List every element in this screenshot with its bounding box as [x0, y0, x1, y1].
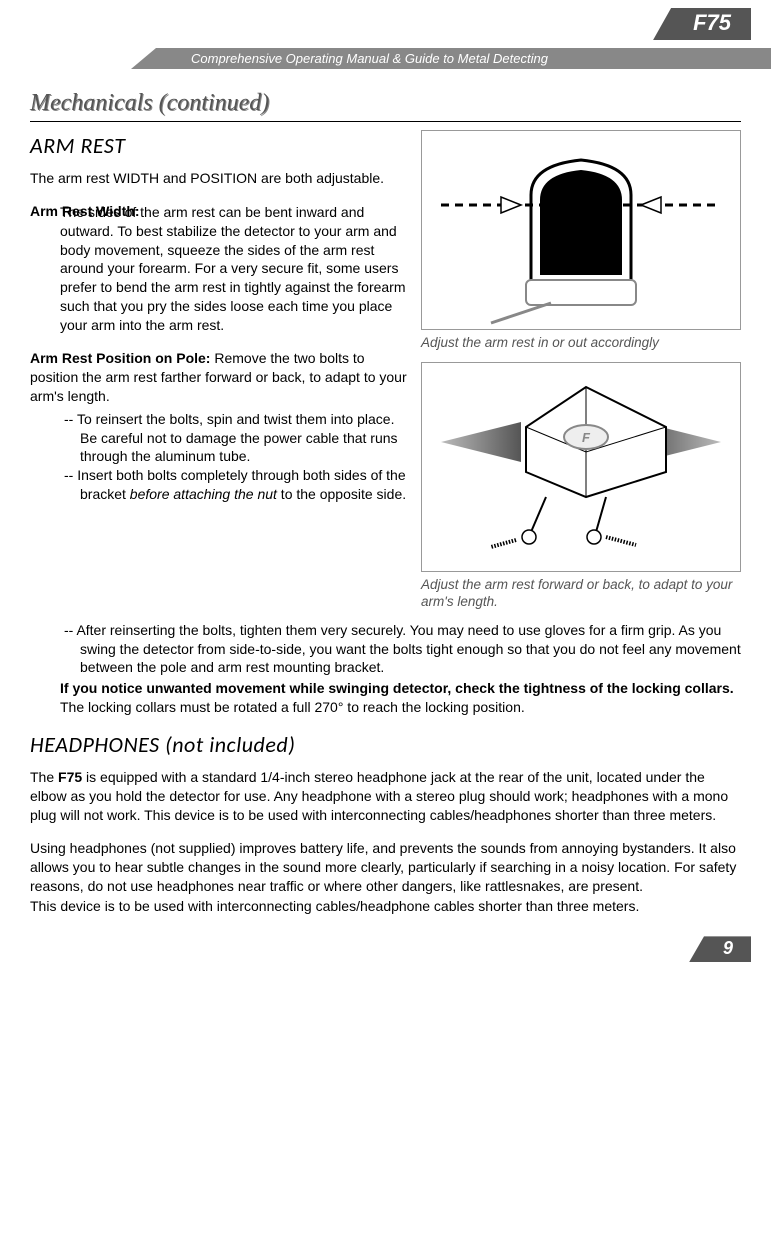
arm-rest-position-diagram-icon: F	[431, 367, 731, 567]
figure-1-caption: Adjust the arm rest in or out accordingl…	[421, 334, 741, 352]
b2b: before attaching the nut	[126, 486, 277, 502]
arm-rest-width-para: Arm Rest Width: The sides of the arm res…	[30, 202, 409, 335]
page-header: F75 Comprehensive Operating Manual & Gui…	[0, 0, 771, 80]
headphones-p3: This device is to be used with interconn…	[30, 897, 741, 916]
figure-2-caption: Adjust the arm rest forward or back, to …	[421, 576, 741, 611]
headphones-p1: The F75 is equipped with a standard 1/4-…	[30, 768, 741, 825]
hp1b: F75	[58, 769, 82, 785]
width-body: The sides of the arm rest can be bent in…	[30, 203, 409, 335]
left-column: ARM REST The arm rest WIDTH and POSITION…	[30, 130, 409, 621]
header-subtitle: Comprehensive Operating Manual & Guide t…	[131, 48, 771, 69]
hp1a: The	[30, 769, 58, 785]
pos-bullet-1: -- To reinsert the bolts, spin and twist…	[30, 410, 409, 467]
arm-rest-pos-para: Arm Rest Position on Pole: Remove the tw…	[30, 349, 409, 406]
b2c: to the opposite side.	[277, 486, 406, 502]
hp1c: is equipped with a standard 1/4-inch ste…	[30, 769, 728, 823]
page-content: Mechanicals (continued) ARM REST The arm…	[0, 80, 771, 916]
arm-rest-heading: ARM REST	[30, 132, 409, 159]
two-column-layout: ARM REST The arm rest WIDTH and POSITION…	[30, 130, 741, 621]
page-footer: 9	[0, 930, 771, 970]
model-badge: F75	[653, 8, 751, 40]
figure-2: F	[421, 362, 741, 572]
headphones-p2: Using headphones (not supplied) improves…	[30, 839, 741, 896]
arm-rest-intro: The arm rest WIDTH and POSITION are both…	[30, 169, 409, 188]
svg-text:F: F	[582, 430, 591, 445]
page-number: 9	[689, 936, 751, 962]
locking-collar-warning: If you notice unwanted movement while sw…	[30, 679, 741, 717]
pos-label: Arm Rest Position on Pole:	[30, 350, 210, 366]
chapter-title: Mechanicals (continued)	[30, 90, 741, 122]
right-column: Adjust the arm rest in or out accordingl…	[421, 130, 741, 621]
warn-rest: The locking collars must be rotated a fu…	[60, 699, 525, 715]
warn-bold: If you notice unwanted movement while sw…	[60, 680, 734, 696]
arm-rest-width-diagram-icon	[431, 135, 731, 325]
figure-1	[421, 130, 741, 330]
intro-text: The arm rest WIDTH and POSITION are both…	[30, 170, 384, 186]
pos-bullet-2: -- Insert both bolts completely through …	[30, 466, 409, 504]
pos-bullet-3: -- After reinserting the bolts, tighten …	[30, 621, 741, 678]
headphones-heading: HEADPHONES (not included)	[30, 731, 741, 758]
